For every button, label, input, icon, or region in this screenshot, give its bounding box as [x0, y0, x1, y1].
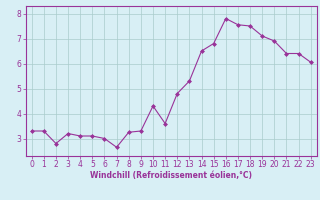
- X-axis label: Windchill (Refroidissement éolien,°C): Windchill (Refroidissement éolien,°C): [90, 171, 252, 180]
